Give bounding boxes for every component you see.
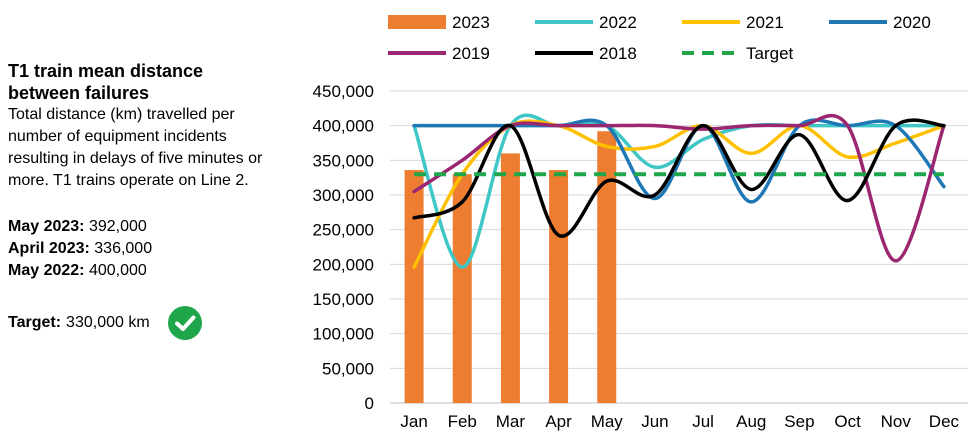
x-tick-label: Jul <box>692 412 714 431</box>
legend-label: 2021 <box>746 13 784 32</box>
legend-item-2023: 2023 <box>388 13 490 32</box>
panel-title: T1 train mean distance between failures <box>8 61 204 103</box>
target-row: Target: 330,000 km <box>8 306 278 340</box>
stat-label: May 2022: <box>8 262 85 279</box>
y-tick-label: 250,000 <box>313 221 374 240</box>
legend-item-2021: 2021 <box>682 13 784 32</box>
x-tick-label: Sep <box>784 412 814 431</box>
x-tick-label: Aug <box>736 412 766 431</box>
y-tick-label: 450,000 <box>313 82 374 101</box>
legend-item-target: Target <box>682 44 794 63</box>
legend-item-2019: 2019 <box>388 44 490 63</box>
stat-value: 392,000 <box>88 218 147 235</box>
y-tick-label: 50,000 <box>322 359 374 378</box>
x-tick-label: Jan <box>400 412 427 431</box>
stat-row: May 2023: 392,000 <box>8 216 278 238</box>
bar-2023-may <box>597 131 617 404</box>
stats-list: May 2023: 392,000 April 2023: 336,000 Ma… <box>8 216 278 282</box>
legend-item-2020: 2020 <box>829 13 931 32</box>
legend-item-2018: 2018 <box>535 44 637 63</box>
y-tick-label: 300,000 <box>313 186 374 205</box>
info-panel: T1 train mean distance between failures … <box>8 60 278 340</box>
bar-2023-mar <box>500 153 520 403</box>
legend-label: 2022 <box>599 13 637 32</box>
series-line-2019 <box>412 113 946 263</box>
target-label: Target: <box>8 314 62 331</box>
y-tick-label: 150,000 <box>313 290 374 309</box>
stat-row: April 2023: 336,000 <box>8 238 278 260</box>
y-tick-label: 400,000 <box>313 117 374 136</box>
panel-description: Total distance (km) travelled per number… <box>8 106 263 189</box>
legend-label: 2018 <box>599 44 637 63</box>
legend-item-2022: 2022 <box>535 13 637 32</box>
bar-2023-jan <box>404 170 424 403</box>
x-tick-label: Feb <box>448 412 477 431</box>
x-tick-label: May <box>591 412 624 431</box>
x-tick-label: Dec <box>929 412 960 431</box>
stat-value: 336,000 <box>94 240 153 257</box>
series-line-2018 <box>412 118 946 238</box>
legend-label: 2020 <box>893 13 931 32</box>
stat-label: April 2023: <box>8 240 90 257</box>
x-tick-label: Oct <box>834 412 861 431</box>
target-value: 330,000 km <box>66 314 150 331</box>
x-tick-label: Apr <box>545 412 572 431</box>
stat-value: 400,000 <box>88 262 147 279</box>
bar-2023-apr <box>549 170 569 403</box>
stat-row: May 2022: 400,000 <box>8 260 278 282</box>
y-tick-label: 200,000 <box>313 255 374 274</box>
stat-label: May 2023: <box>8 218 85 235</box>
x-tick-label: Jun <box>641 412 668 431</box>
y-tick-label: 100,000 <box>313 325 374 344</box>
x-tick-label: Nov <box>881 412 912 431</box>
legend-swatch <box>388 15 446 29</box>
y-tick-label: 350,000 <box>313 151 374 170</box>
legend-label: Target <box>746 44 794 63</box>
legend-label: 2023 <box>452 13 490 32</box>
x-tick-label: Mar <box>496 412 526 431</box>
y-tick-label: 0 <box>365 394 374 413</box>
check-circle-icon <box>167 306 202 340</box>
legend-label: 2019 <box>452 44 490 63</box>
bar-2023-feb <box>452 174 472 403</box>
